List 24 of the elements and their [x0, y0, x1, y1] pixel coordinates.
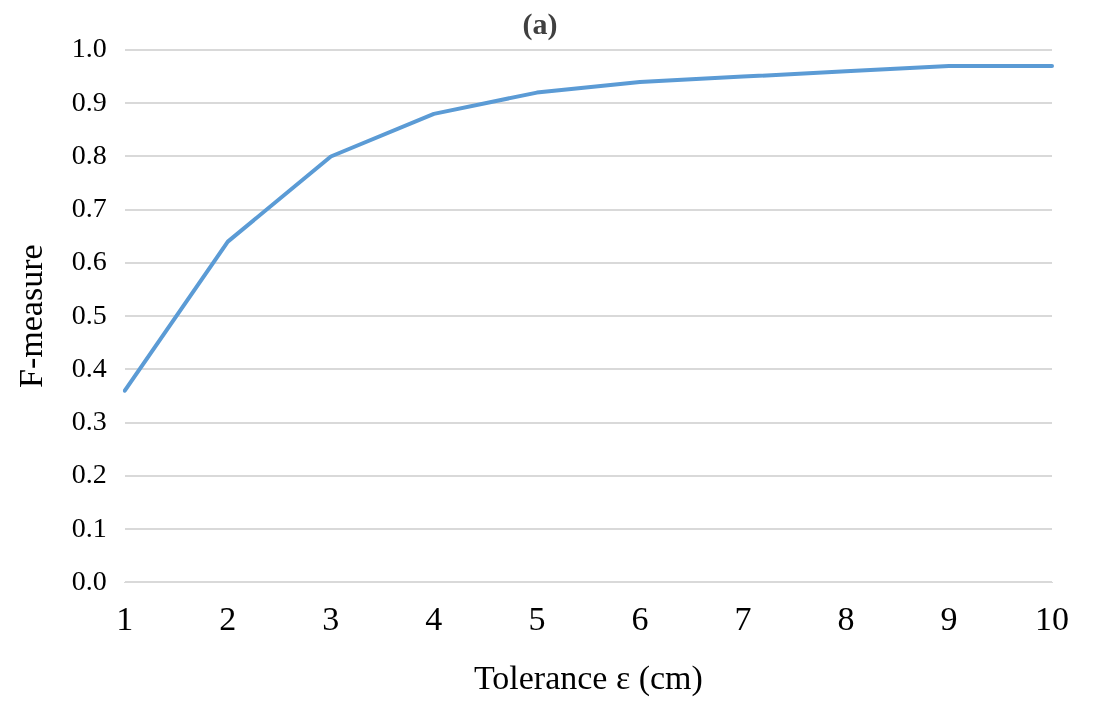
- x-tick-label: 10: [1035, 599, 1069, 637]
- y-tick-label: 0.2: [71, 458, 107, 490]
- x-tick-label: 7: [734, 599, 752, 637]
- y-tick-label: 1.0: [71, 32, 107, 64]
- y-tick-label: 0.3: [71, 405, 107, 437]
- x-tick-label: 4: [425, 599, 443, 637]
- y-tick-label: 0.9: [71, 85, 107, 117]
- x-tick-label: 1: [116, 599, 134, 637]
- x-tick-label: 3: [322, 599, 340, 637]
- y-tick-label: 0.1: [71, 511, 107, 543]
- y-tick-label: 0.8: [71, 138, 107, 170]
- y-tick-label: 0.5: [71, 298, 107, 330]
- y-tick-label: 0.7: [71, 192, 107, 224]
- y-axis-title: F-measure: [12, 244, 50, 388]
- y-tick-label: 0.6: [71, 245, 107, 277]
- x-tick-label: 5: [528, 599, 546, 637]
- x-tick-label: 8: [837, 599, 855, 637]
- y-tick-label: 0.0: [71, 564, 107, 596]
- x-tick-label: 2: [219, 599, 237, 637]
- x-axis-title: Tolerance ε (cm): [473, 658, 703, 697]
- x-tick-label: 6: [631, 599, 649, 637]
- x-tick-label: 9: [940, 599, 958, 637]
- chart-title: (a): [522, 6, 558, 41]
- y-tick-label: 0.4: [71, 351, 107, 383]
